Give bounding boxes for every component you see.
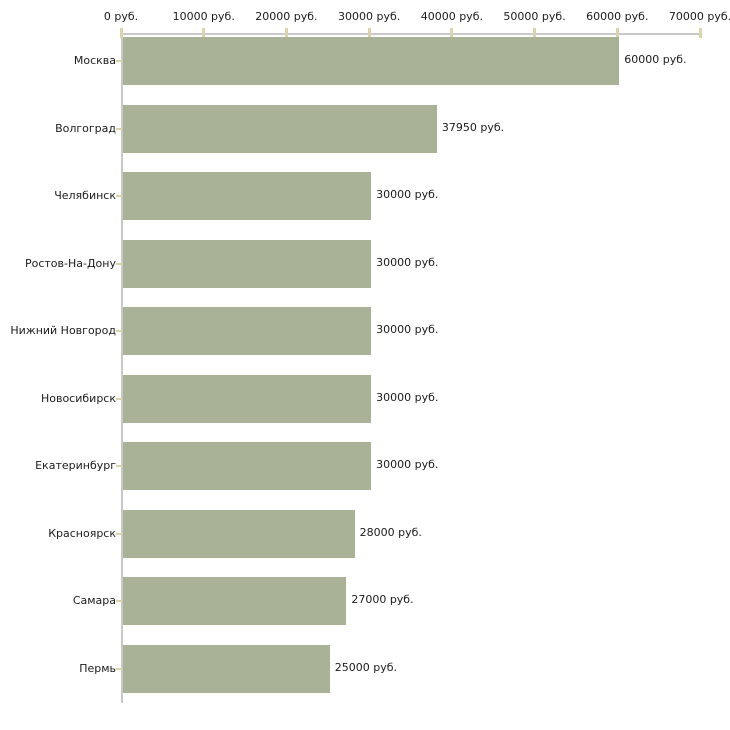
x-axis-line (121, 33, 702, 35)
x-axis-tick-mark (450, 28, 454, 38)
x-axis-tick-label: 40000 руб. (420, 10, 483, 23)
bar (123, 509, 355, 558)
bar (123, 644, 330, 693)
y-axis-tick-mark (116, 667, 122, 670)
value-label: 30000 руб. (376, 255, 439, 269)
bar (123, 374, 372, 423)
value-label: 28000 руб. (359, 525, 422, 539)
value-label: 60000 руб. (624, 53, 687, 66)
x-axis-tick-mark (698, 28, 702, 38)
y-axis-tick-mark (116, 532, 122, 535)
category-label: Новосибирск (40, 391, 116, 405)
y-axis-line (121, 33, 123, 703)
category-label: Самара (72, 594, 116, 608)
value-label: 25000 руб. (334, 660, 398, 674)
y-axis-tick-mark (116, 195, 122, 198)
x-axis-tick-label: 30000 руб. (338, 10, 401, 23)
category-label: Москва (73, 54, 116, 67)
value-label: 30000 руб. (376, 188, 439, 202)
category-label: Екатеринбург (35, 459, 116, 473)
value-label: 30000 руб. (376, 390, 439, 404)
value-label: 37950 руб. (441, 120, 505, 134)
y-axis-tick-mark (116, 60, 122, 62)
x-axis-tick-label: 20000 руб. (255, 10, 318, 23)
x-axis-tick-mark (119, 28, 123, 38)
category-label: Красноярск (48, 526, 116, 540)
x-axis-tick-mark (615, 28, 619, 38)
category-label: Нижний Новгород (10, 324, 116, 338)
x-axis-tick-label: 50000 руб. (503, 10, 566, 23)
category-label: Пермь (79, 661, 116, 675)
x-axis-tick-mark (284, 28, 288, 38)
x-axis-tick-mark (533, 28, 537, 38)
bar (123, 172, 372, 221)
y-axis-tick-mark (116, 262, 122, 265)
bar (123, 104, 437, 153)
value-label: 30000 руб. (376, 323, 439, 337)
bar (123, 307, 372, 356)
x-axis-tick-mark (367, 28, 371, 38)
x-axis-tick-label: 10000 руб. (172, 10, 235, 23)
x-axis-tick-label: 60000 руб. (586, 10, 649, 23)
category-label: Челябинск (54, 189, 116, 203)
bar (123, 239, 372, 288)
y-axis-tick-mark (116, 397, 122, 400)
x-axis-tick-label: 0 руб. (103, 10, 139, 23)
category-label: Ростов-На-Дону (24, 256, 116, 270)
category-label: Волгоград (55, 121, 116, 135)
y-axis-tick-mark (116, 465, 122, 468)
x-axis-tick-label: 70000 руб. (668, 10, 730, 23)
bar (123, 37, 620, 85)
value-label: 27000 руб. (351, 593, 414, 607)
bar (123, 577, 347, 626)
x-axis-tick-mark (202, 28, 206, 38)
value-label: 30000 руб. (376, 458, 439, 472)
bar (123, 442, 372, 491)
y-axis-tick-mark (116, 330, 122, 333)
y-axis-tick-mark (116, 600, 122, 603)
y-axis-tick-mark (116, 127, 122, 130)
